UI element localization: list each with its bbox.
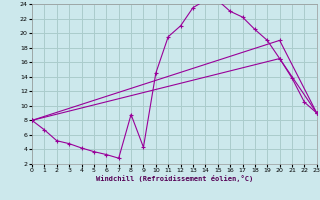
X-axis label: Windchill (Refroidissement éolien,°C): Windchill (Refroidissement éolien,°C) [96,175,253,182]
